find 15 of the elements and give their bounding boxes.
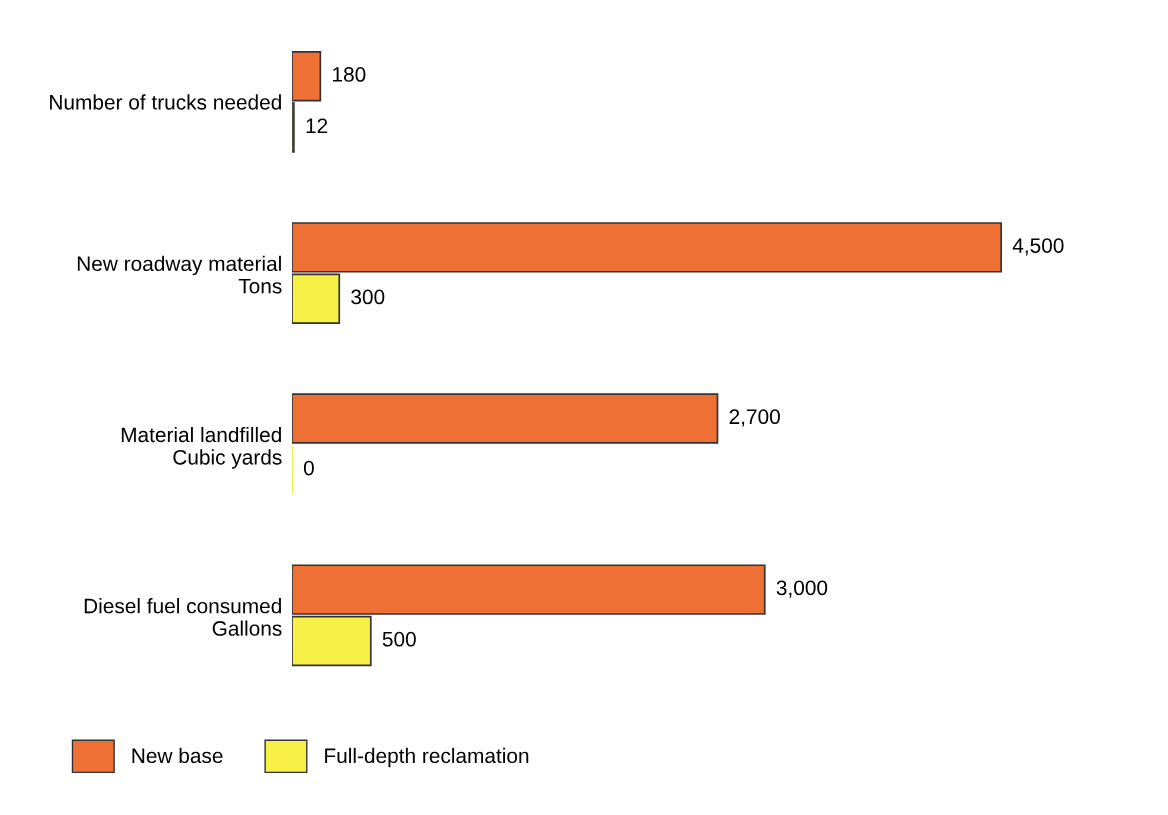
data-label: 0 [303,460,314,476]
legend-label: New base [132,747,223,764]
y-tick-label: Diesel fuel consumed Gallons [84,598,282,636]
data-label: 300 [351,289,385,305]
data-label: 2,700 [729,409,780,427]
y-tick-label: Number of trucks needed [50,94,281,110]
data-label: 4,500 [1012,238,1064,256]
legend-label: Full-depth reclamation [325,747,529,768]
data-label: 3,000 [776,580,828,598]
y-tick-label: Material landfilled Cubic yards [121,426,282,469]
y-tick-label: New roadway material Tons [77,255,282,294]
data-label: 180 [333,67,366,82]
data-label: 500 [382,631,416,647]
data-label: 12 [306,118,328,133]
bar [292,393,719,444]
